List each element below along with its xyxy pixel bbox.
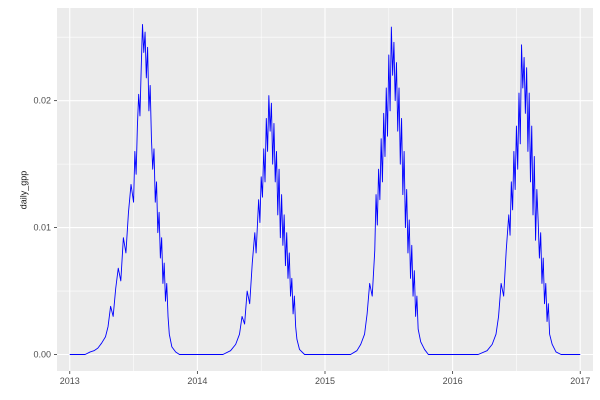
data-line (69, 24, 581, 355)
y-axis-title: daily_gpp (18, 170, 29, 210)
y-tick-label: 0.02 (33, 96, 51, 106)
y-tick-label: 0.01 (33, 223, 51, 233)
x-tick-label: 2017 (570, 376, 590, 386)
x-tick-label: 2013 (60, 376, 80, 386)
y-tick-label: 0.00 (33, 350, 51, 360)
x-tick-label: 2015 (315, 376, 335, 386)
x-tick-label: 2016 (443, 376, 463, 386)
x-tick-label: 2014 (187, 376, 207, 386)
